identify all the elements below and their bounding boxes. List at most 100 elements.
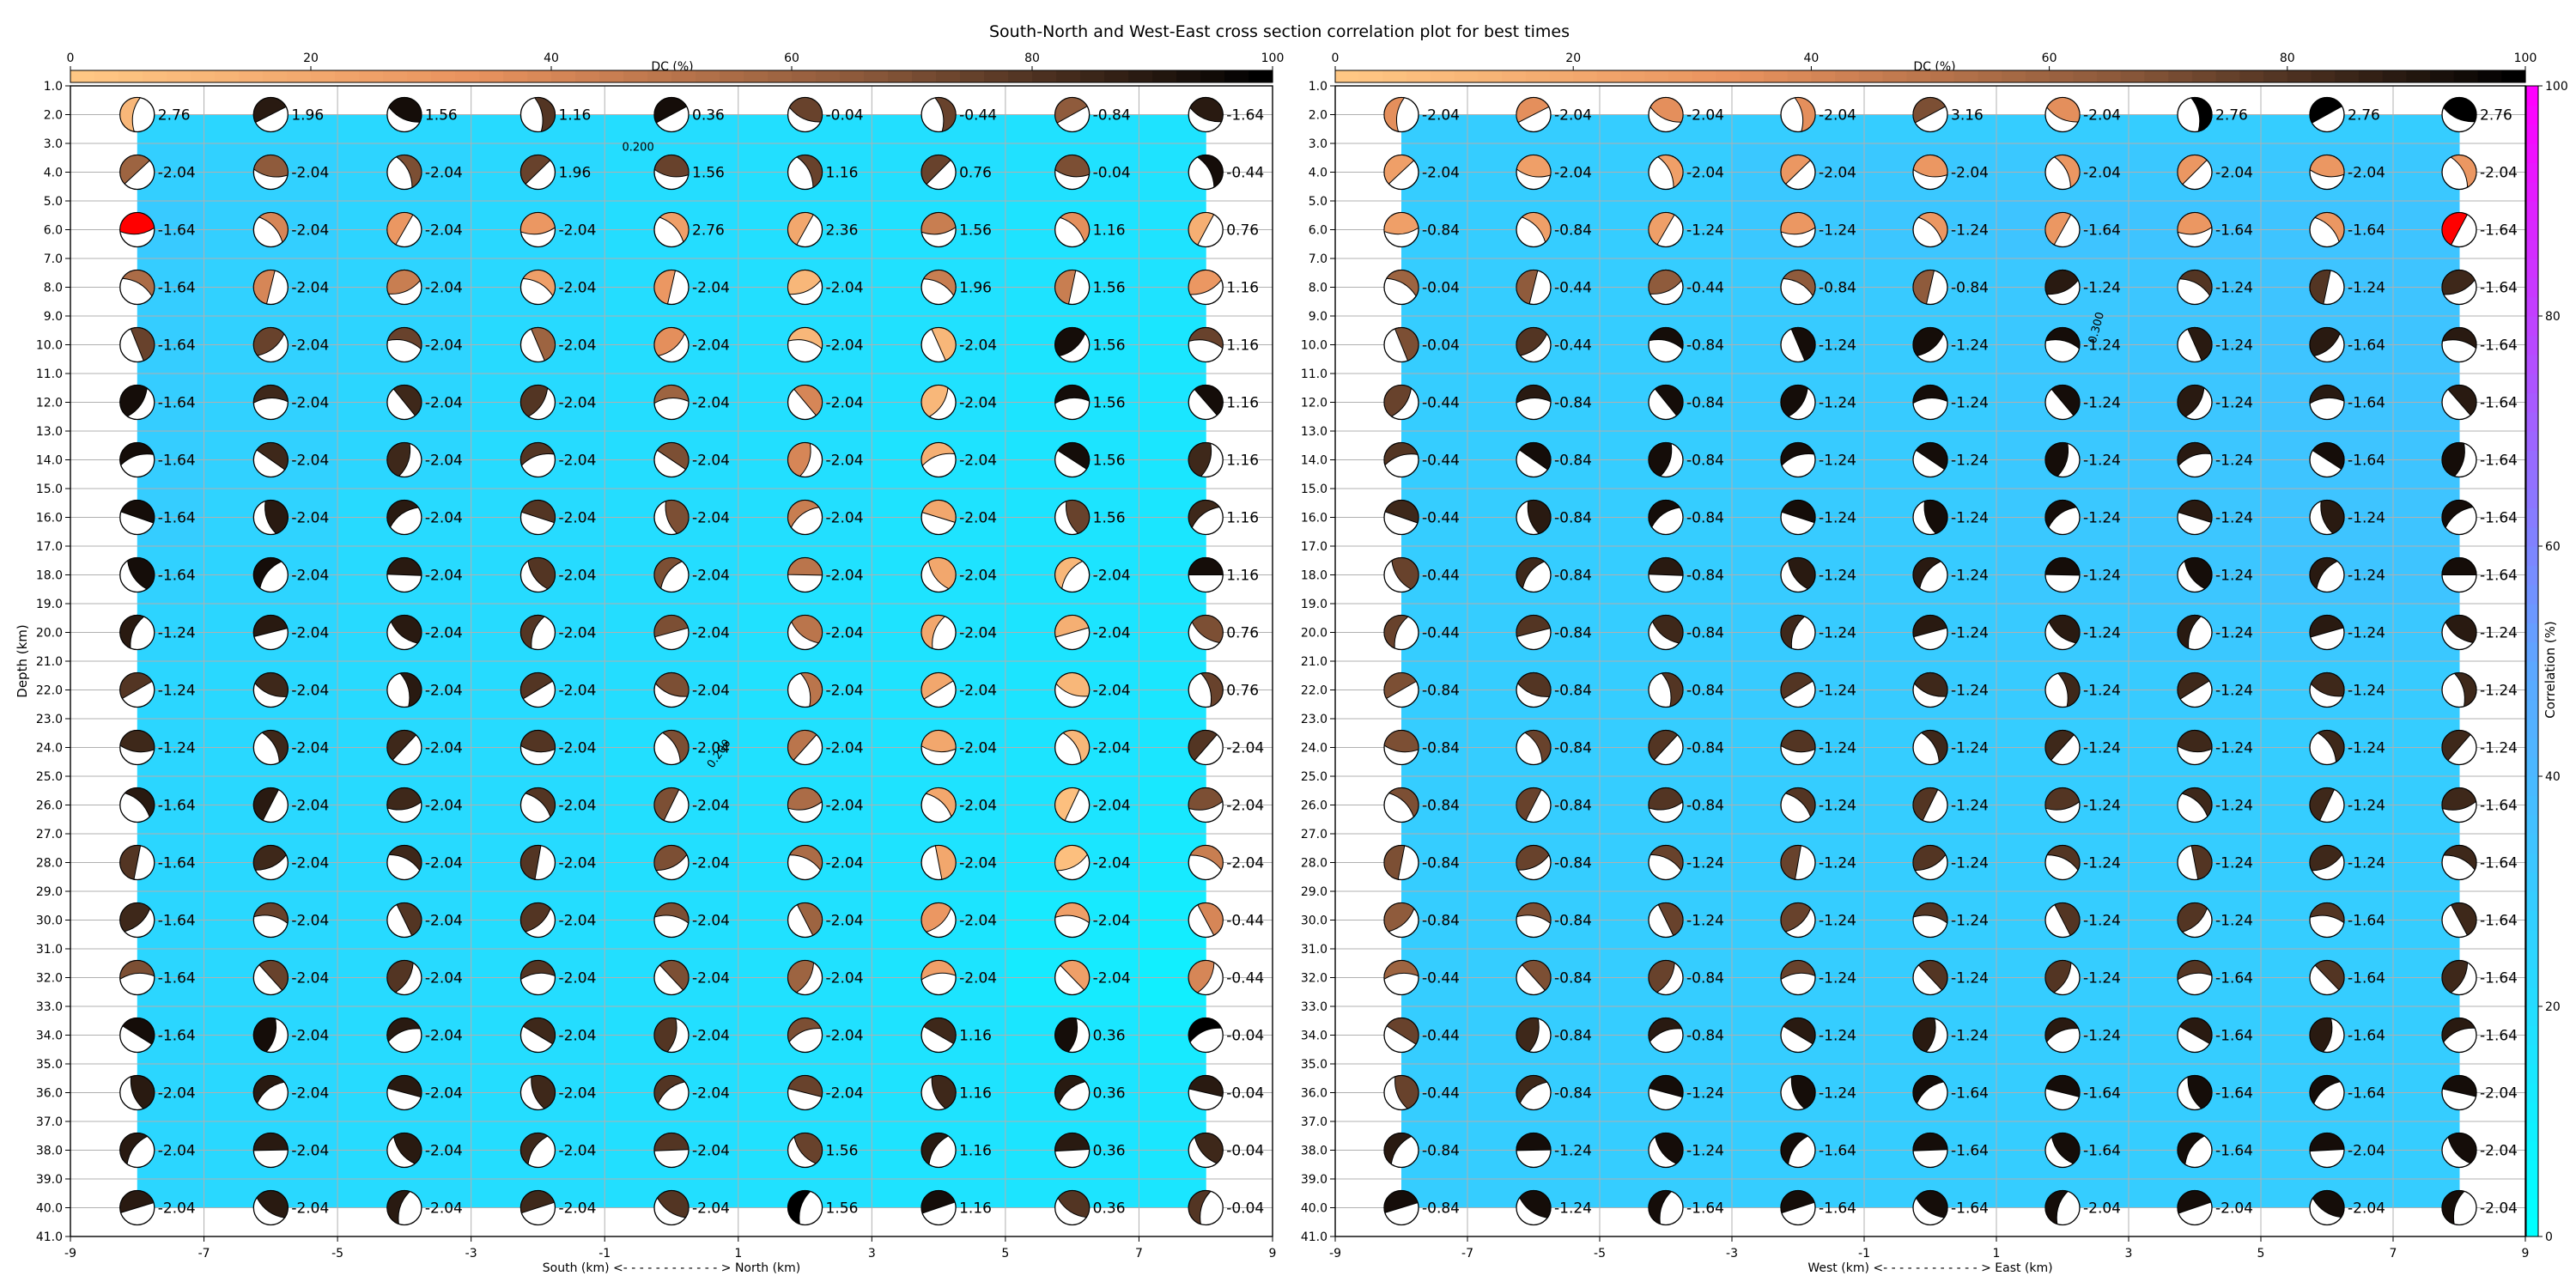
time-shift-label: -2.04	[425, 280, 463, 297]
time-shift-label: -0.84	[1686, 625, 1724, 642]
beachball	[1188, 211, 1224, 248]
dc-colorbar-segment	[1644, 70, 1669, 82]
beachball-compression	[2445, 615, 2477, 644]
x-tick-label: 7	[1135, 1247, 1143, 1261]
beachball-compression	[1648, 1190, 1673, 1225]
time-shift-label: -1.24	[2348, 683, 2385, 700]
time-shift-label: -0.04	[1422, 280, 1460, 297]
beachball-compression	[256, 442, 289, 471]
beachball	[1383, 441, 1419, 478]
beachball-compression	[119, 1190, 155, 1213]
beachball-compression	[395, 155, 422, 189]
dc-colorbar-frame	[1334, 70, 2526, 83]
beachball-compression	[2309, 787, 2336, 822]
time-shift-label: -2.04	[2480, 1200, 2518, 1218]
beachball	[2441, 1189, 2477, 1226]
beachball	[1188, 729, 1224, 766]
y-tick-label: 15.0	[1301, 483, 1327, 496]
beachball	[2309, 614, 2345, 651]
x-tick-label: -3	[1726, 1247, 1738, 1261]
beachball-compression	[2187, 327, 2213, 361]
beachball-compression	[653, 1018, 677, 1053]
dc-colorbar-segment	[1906, 70, 1931, 82]
dc-colorbar-segment	[1930, 70, 1955, 82]
time-shift-label: -1.24	[2083, 683, 2121, 700]
beachball	[1188, 902, 1224, 939]
beachball	[1188, 959, 1224, 996]
beachball-compression	[1388, 787, 1419, 818]
beachball-compression	[1651, 615, 1684, 644]
beachball	[119, 1189, 155, 1226]
beachball	[1383, 96, 1419, 133]
beachball-compression	[2177, 155, 2208, 185]
beachball-compression	[522, 270, 556, 297]
time-shift-label: -1.64	[158, 568, 196, 585]
dc-colorbar-segment	[2120, 70, 2146, 82]
beachball-compression	[388, 97, 422, 123]
beachball-compression	[386, 960, 414, 993]
beachball-compression	[653, 97, 688, 124]
beachball	[1383, 1132, 1419, 1169]
beachball	[1780, 1017, 1816, 1054]
beachball-compression	[1912, 270, 1935, 305]
time-shift-label: -2.04	[2480, 165, 2518, 182]
time-shift-label: -1.24	[1819, 337, 1856, 355]
time-shift-label: -1.64	[2480, 510, 2518, 527]
beachball	[2309, 844, 2345, 881]
dc-colorbar-segment	[1200, 70, 1225, 82]
time-shift-label: -2.04	[2215, 165, 2253, 182]
correlation-colorbar: Correlation (%) 0 20 40 60 80 100	[2525, 80, 2568, 1244]
beachball-compression	[2053, 155, 2081, 188]
y-tick-label: 2.0	[1309, 109, 1327, 123]
time-shift-label: 0.36	[1093, 1028, 1126, 1045]
y-tick-label: 12.0	[1301, 397, 1327, 410]
beachball-compression	[119, 902, 151, 933]
time-shift-label: -0.84	[1554, 625, 1592, 642]
beachball	[653, 1074, 690, 1111]
time-shift-label: -1.24	[2348, 568, 2385, 585]
beachball-compression	[1912, 845, 1947, 872]
south-north-panel: 2.76 1.96 1.56 1.16 0.36 -0.04 -0.44 -0.84 -1.64…	[15, 80, 1276, 1275]
beachball-compression	[386, 730, 417, 761]
y-tick-label: 34.0	[1301, 1030, 1327, 1043]
time-shift-label: -2.04	[1819, 165, 1856, 182]
beachball-compression	[519, 442, 556, 466]
time-shift-label: -1.24	[158, 683, 196, 700]
y-tick-label: 38.0	[36, 1145, 63, 1158]
beachball	[1516, 844, 1552, 881]
time-shift-label: -2.04	[291, 222, 329, 240]
time-shift-label: -0.44	[1422, 970, 1460, 987]
beachball-compression	[921, 500, 957, 523]
beachball	[2441, 729, 2477, 766]
y-tick-label: 31.0	[36, 943, 63, 957]
beachball-compression	[922, 270, 957, 297]
beachball-compression	[252, 557, 283, 589]
beachball-compression	[1197, 902, 1224, 936]
beachball	[2044, 384, 2081, 421]
dc-colorbar-segment	[2215, 70, 2240, 82]
beachball-compression	[787, 960, 815, 993]
beachball	[252, 614, 289, 651]
correlation-colorbar-segment	[2526, 469, 2538, 489]
beachball-compression	[1394, 1075, 1419, 1109]
dc-colorbar-segment	[2501, 70, 2526, 82]
x-tick-label: 3	[2125, 1247, 2133, 1261]
beachball	[2441, 96, 2477, 133]
beachball	[2177, 1189, 2213, 1226]
time-shift-label: 1.16	[1226, 395, 1259, 412]
x-tick-label: -1	[1858, 1247, 1870, 1261]
time-shift-label: -2.04	[1686, 107, 1724, 125]
correlation-colorbar-segment	[2526, 220, 2538, 240]
time-shift-label: -0.84	[1686, 453, 1724, 470]
time-shift-label: -0.84	[1093, 107, 1131, 125]
time-shift-label: -2.04	[692, 280, 730, 297]
time-shift-label: -0.84	[1686, 798, 1724, 815]
dc-colorbar-segment	[1032, 70, 1057, 82]
beachball-compression	[1188, 787, 1224, 811]
time-shift-label: -2.04	[959, 913, 997, 930]
time-shift-label: 1.16	[1226, 280, 1259, 297]
beachball-compression	[1518, 442, 1552, 471]
time-shift-label: -1.64	[158, 970, 196, 987]
beachball	[1780, 154, 1816, 191]
beachball-compression	[2177, 730, 2213, 753]
